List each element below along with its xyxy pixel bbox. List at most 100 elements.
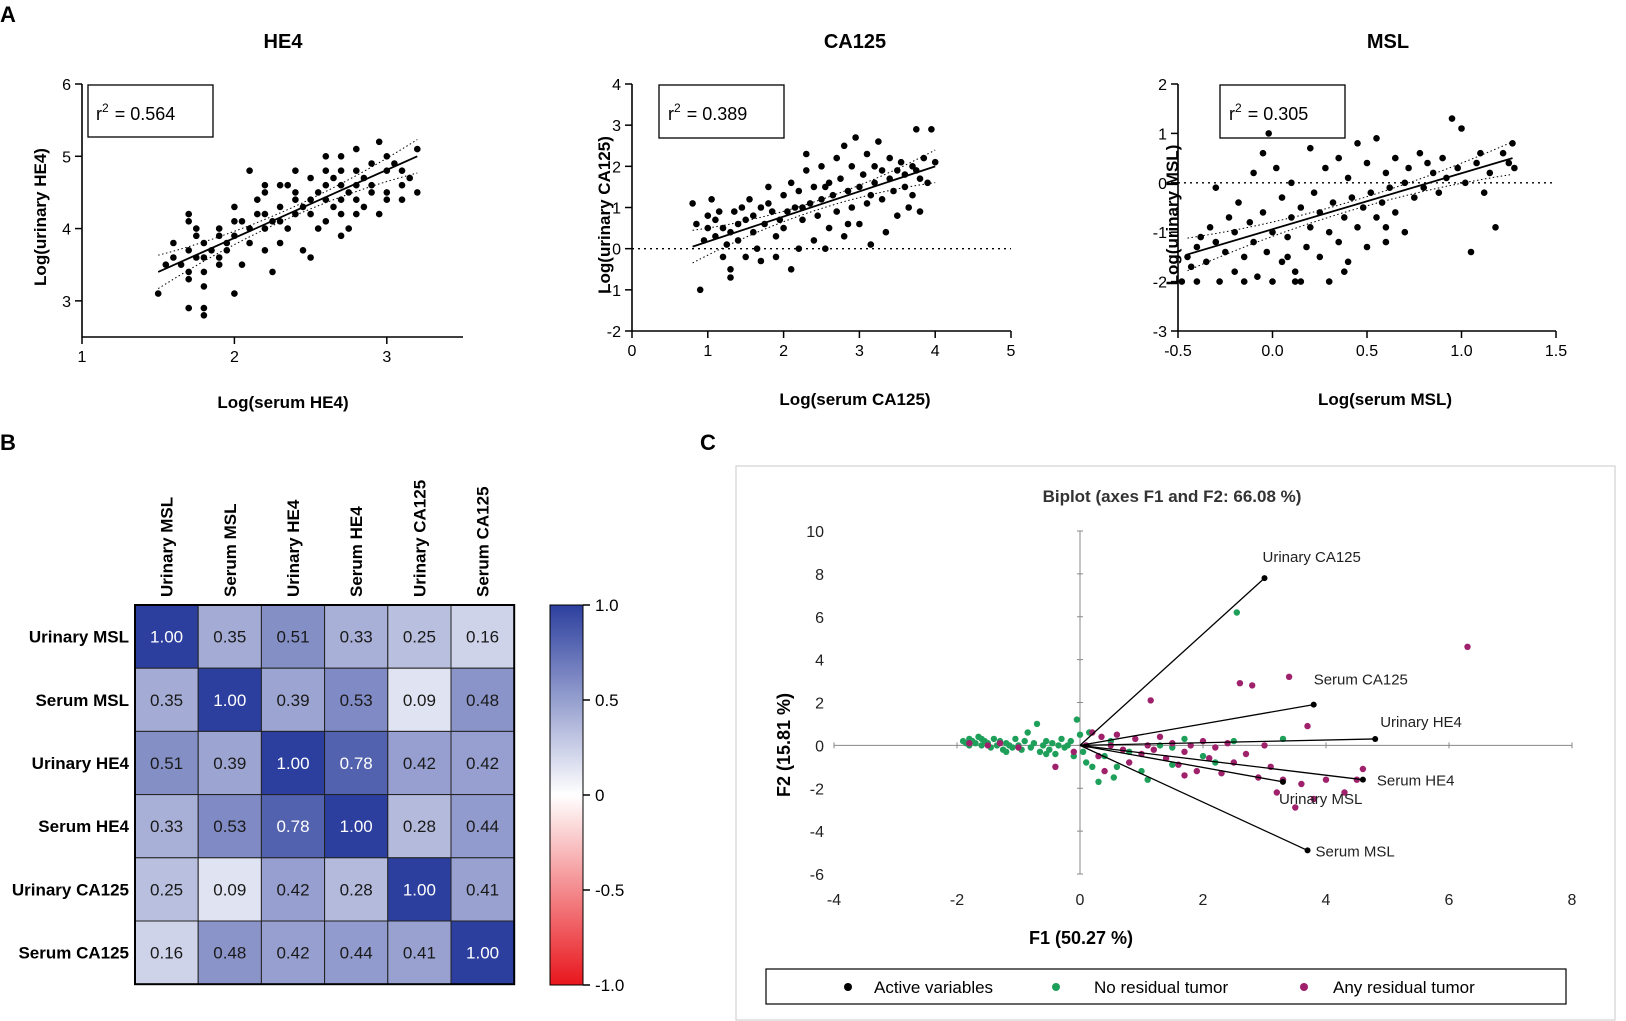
any-residual-point <box>966 740 973 747</box>
r2-annotation: r2 = 0.389 <box>668 101 747 124</box>
column-label: Urinary HE4 <box>284 499 303 597</box>
data-point <box>1382 238 1390 246</box>
data-point <box>322 196 330 203</box>
y-tick-label: -3 <box>1153 324 1167 341</box>
data-point <box>753 245 761 252</box>
data-point <box>1225 214 1233 221</box>
no-residual-point <box>1110 774 1118 781</box>
data-point <box>704 212 712 219</box>
x-tick-label: 2 <box>779 343 788 360</box>
heatmap-cell <box>387 794 452 859</box>
any-residual-point <box>1273 789 1281 796</box>
data-point <box>784 208 791 215</box>
any-residual-point <box>1285 673 1293 680</box>
data-point <box>833 154 840 162</box>
any-residual-point <box>1298 780 1305 788</box>
variable-vector-label: Serum MSL <box>1316 843 1395 860</box>
data-point <box>913 126 920 133</box>
data-point <box>1259 149 1267 157</box>
data-point <box>894 212 901 219</box>
data-point <box>269 218 276 225</box>
heatmap-cell <box>197 667 262 732</box>
data-point <box>750 212 757 219</box>
y-tick-label: 4 <box>815 653 824 670</box>
any-residual-point <box>1181 772 1188 779</box>
x-tick-label: 1.0 <box>1450 343 1472 360</box>
any-residual-point <box>1206 755 1213 762</box>
any-residual-point <box>1304 722 1311 730</box>
heatmap-cell-value: 0.41 <box>403 944 436 963</box>
no-residual-point <box>972 740 979 747</box>
data-point <box>360 174 368 182</box>
data-point <box>829 191 837 199</box>
no-residual-point <box>1230 737 1238 745</box>
data-point <box>238 261 246 269</box>
panel-label-c: C <box>700 430 716 455</box>
data-point <box>231 203 238 211</box>
data-point <box>292 196 299 203</box>
heatmap-cell-value: 0.35 <box>213 628 246 647</box>
x-axis-label: Log(serum MSL) <box>1318 390 1452 409</box>
heatmap-cell-value: 1.00 <box>403 880 436 899</box>
data-point <box>185 210 192 218</box>
data-point <box>170 239 177 247</box>
data-point <box>170 254 177 261</box>
data-point <box>791 204 799 211</box>
data-point <box>398 196 406 203</box>
data-point <box>1401 228 1409 236</box>
data-point <box>1206 224 1214 231</box>
heatmap-cell-value: 0.25 <box>403 628 436 647</box>
data-point <box>1240 253 1248 261</box>
data-point <box>1341 268 1348 276</box>
data-point <box>1467 248 1475 256</box>
legend-marker-no-residual <box>1052 983 1060 991</box>
any-residual-point <box>1089 729 1096 736</box>
variable-vector <box>1079 738 1376 747</box>
correlation-heatmap: 1.00 0.35 0.51 0.33 0.25 0.160.35 1.00 0.39 0.53… <box>12 480 624 995</box>
data-point <box>1303 243 1310 251</box>
data-point <box>185 268 192 276</box>
data-point <box>693 220 700 228</box>
data-point <box>223 247 231 254</box>
data-point <box>193 254 200 261</box>
data-point <box>322 153 330 160</box>
no-residual-point <box>1012 735 1019 743</box>
data-point <box>284 225 292 232</box>
data-point <box>1411 194 1418 201</box>
heatmap-cell-value: 0.51 <box>276 628 309 647</box>
y-tick-label: -2 <box>810 781 824 798</box>
data-point <box>810 183 818 191</box>
data-point <box>886 154 893 162</box>
heatmap-cell-value: 0.51 <box>150 754 183 773</box>
heatmap-cell-value: 0.78 <box>340 754 373 773</box>
heatmap-cell-value: 0.39 <box>213 754 246 773</box>
data-point <box>913 167 920 174</box>
data-point <box>852 134 859 141</box>
data-point <box>719 224 727 232</box>
data-point <box>886 175 893 182</box>
data-point <box>1443 174 1450 182</box>
heatmap-cell <box>260 604 326 669</box>
data-point <box>1348 194 1356 201</box>
no-residual-point <box>1181 735 1188 743</box>
r2-annotation: r2 = 0.564 <box>96 101 175 124</box>
heatmap-cell-value: 0.28 <box>403 817 436 836</box>
data-point <box>1254 273 1261 281</box>
data-point <box>292 167 299 174</box>
data-point <box>924 179 931 187</box>
scatter-panel-msl: MSL Log(serum MSL) Log(urinary MSL) r2 = … <box>1153 31 1567 409</box>
data-point <box>1335 238 1342 246</box>
heatmap-cell-value: 0.35 <box>150 691 183 710</box>
heatmap-cell <box>134 920 199 985</box>
data-point <box>916 208 924 215</box>
confidence-band-lower <box>692 182 936 264</box>
data-point <box>731 208 738 215</box>
data-point <box>383 153 391 160</box>
data-point <box>1363 159 1371 167</box>
data-point <box>734 237 742 244</box>
y-axis-label: Log(urinary CA125) <box>595 136 614 294</box>
data-point <box>833 208 840 215</box>
data-point <box>818 196 825 203</box>
y-tick-label: -1 <box>1153 225 1167 242</box>
y-tick-label: 1 <box>612 201 621 218</box>
